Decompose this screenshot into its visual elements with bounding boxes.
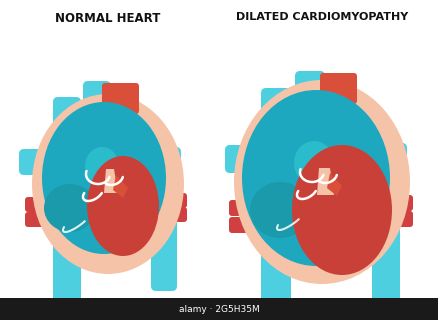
FancyBboxPatch shape (294, 71, 324, 153)
FancyBboxPatch shape (100, 102, 136, 130)
FancyBboxPatch shape (386, 195, 412, 211)
FancyBboxPatch shape (364, 143, 406, 171)
FancyBboxPatch shape (229, 200, 261, 216)
FancyBboxPatch shape (102, 83, 117, 114)
FancyBboxPatch shape (25, 197, 53, 212)
Polygon shape (113, 175, 128, 198)
FancyBboxPatch shape (371, 213, 399, 303)
Ellipse shape (293, 141, 333, 185)
Bar (0, 298, 438, 320)
FancyBboxPatch shape (124, 83, 139, 114)
FancyBboxPatch shape (386, 211, 412, 227)
FancyBboxPatch shape (319, 73, 334, 104)
Ellipse shape (87, 156, 159, 256)
Text: NORMAL HEART: NORMAL HEART (55, 12, 160, 25)
Ellipse shape (249, 182, 309, 238)
FancyBboxPatch shape (330, 73, 345, 104)
Ellipse shape (42, 102, 166, 254)
Text: DILATED CARDIOMYOPATHY: DILATED CARDIOMYOPATHY (235, 12, 407, 22)
FancyBboxPatch shape (53, 97, 81, 302)
Ellipse shape (161, 150, 180, 170)
FancyBboxPatch shape (19, 149, 61, 175)
FancyBboxPatch shape (229, 217, 261, 233)
Ellipse shape (94, 116, 138, 168)
Ellipse shape (233, 80, 409, 284)
FancyBboxPatch shape (143, 147, 180, 173)
Polygon shape (104, 169, 118, 193)
FancyBboxPatch shape (225, 145, 270, 173)
Polygon shape (316, 168, 333, 195)
Ellipse shape (157, 275, 171, 287)
Ellipse shape (386, 146, 406, 168)
Ellipse shape (85, 147, 119, 185)
Ellipse shape (32, 94, 184, 274)
FancyBboxPatch shape (261, 88, 290, 313)
Ellipse shape (377, 287, 393, 299)
FancyBboxPatch shape (113, 83, 128, 114)
FancyBboxPatch shape (162, 193, 187, 208)
Ellipse shape (291, 145, 391, 275)
Ellipse shape (44, 184, 96, 232)
Polygon shape (326, 173, 341, 196)
Ellipse shape (266, 94, 284, 108)
FancyBboxPatch shape (151, 209, 177, 291)
FancyBboxPatch shape (317, 92, 353, 120)
Ellipse shape (241, 90, 389, 266)
FancyBboxPatch shape (83, 81, 111, 155)
Ellipse shape (307, 106, 359, 166)
Text: alamy · 2G5H35M: alamy · 2G5H35M (179, 305, 259, 314)
FancyBboxPatch shape (162, 207, 187, 222)
FancyBboxPatch shape (25, 212, 53, 227)
Ellipse shape (59, 103, 75, 117)
FancyBboxPatch shape (341, 73, 356, 104)
